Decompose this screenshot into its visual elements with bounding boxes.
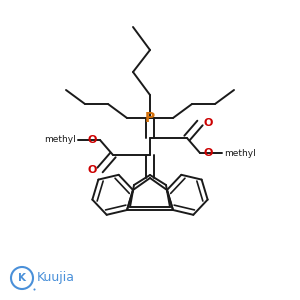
Text: Kuujia: Kuujia <box>37 272 75 284</box>
Text: O: O <box>203 148 212 158</box>
Text: K: K <box>18 273 26 283</box>
Text: O: O <box>88 135 97 145</box>
Text: methyl: methyl <box>44 136 76 145</box>
Text: O: O <box>88 165 97 175</box>
Text: methyl: methyl <box>224 148 256 158</box>
Text: P: P <box>145 111 155 125</box>
Text: O: O <box>203 118 212 128</box>
